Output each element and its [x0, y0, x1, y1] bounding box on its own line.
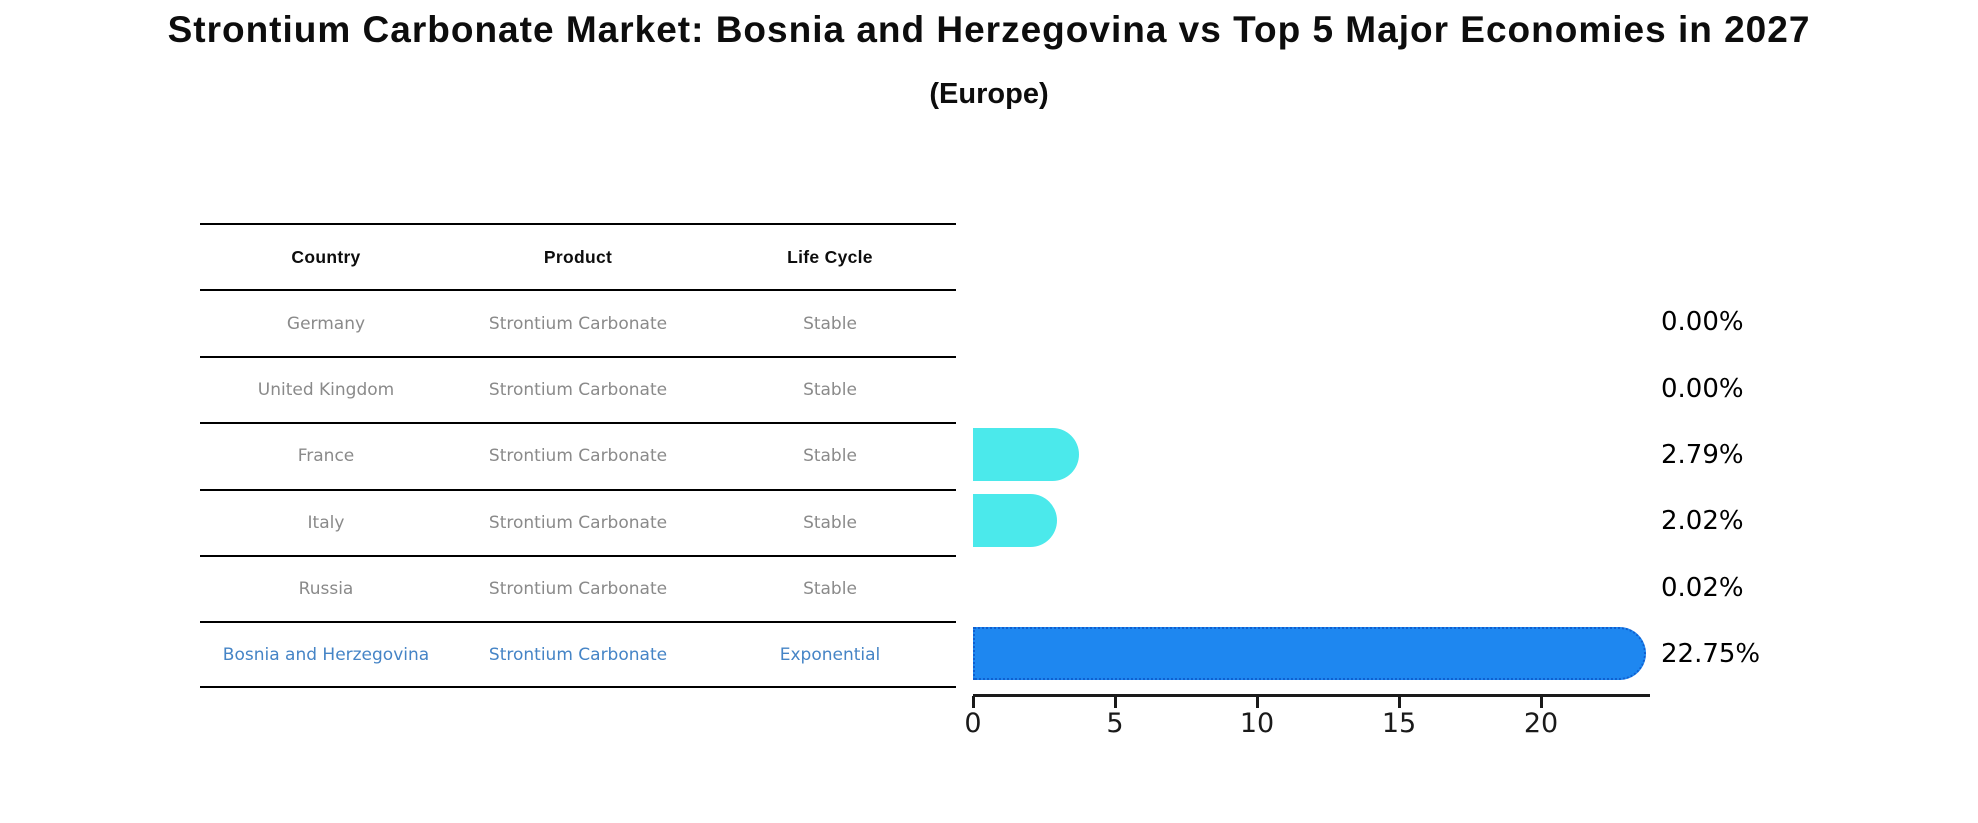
table-row: France Strontium Carbonate Stable [200, 422, 956, 488]
country-table: Country Product Life Cycle Germany Strontium… [200, 223, 956, 688]
table-cell-country: Italy [307, 512, 345, 533]
table-row: Russia Strontium Carbonate Stable [200, 554, 956, 621]
bar [973, 494, 1057, 548]
table-header-cell: Life Cycle [787, 246, 873, 267]
table-cell-product: Strontium Carbonate [488, 313, 668, 334]
table-cell-country: Germany [286, 313, 366, 334]
x-axis-tick-label: 20 [1523, 708, 1559, 739]
table-cell-life-cycle: Stable [803, 313, 857, 334]
x-axis-tick-label: 5 [1106, 708, 1124, 739]
value-label: 2.79% [1661, 439, 1744, 470]
x-axis-tick-label: 10 [1239, 708, 1275, 739]
table-cell-life-cycle: Stable [803, 379, 857, 400]
table-row: Bosnia and Herzegovina Strontium Carbonat… [200, 621, 956, 688]
table-header-cell: Product [543, 246, 613, 267]
bar [973, 427, 1079, 481]
table-row: United Kingdom Strontium Carbonate Stable [200, 355, 956, 422]
x-axis-tick [1114, 696, 1117, 708]
x-axis-tick [1256, 696, 1259, 708]
x-axis-line [973, 694, 1650, 697]
table-cell-country: United Kingdom [257, 379, 395, 400]
table-cell-country: Russia [298, 579, 354, 600]
value-label: 0.00% [1661, 307, 1744, 338]
bar [973, 627, 1646, 681]
table-cell-product: Strontium Carbonate [488, 644, 668, 665]
table-row: Italy Strontium Carbonate Stable [200, 488, 956, 555]
x-axis-tick [1398, 696, 1401, 708]
table-cell-country: France [297, 446, 355, 467]
table-header-cell: Country [291, 246, 361, 267]
x-axis-tick [972, 696, 975, 708]
table-cell-country: Bosnia and Herzegovina [222, 644, 430, 665]
value-label: 22.75% [1661, 639, 1761, 670]
table-header-row: Country Product Life Cycle [200, 223, 956, 289]
table-row: Germany Strontium Carbonate Stable [200, 289, 956, 355]
chart-subtitle: (Europe) [929, 78, 1049, 110]
table-cell-product: Strontium Carbonate [488, 379, 668, 400]
x-axis-tick [1540, 696, 1543, 708]
table-cell-life-cycle: Stable [803, 579, 857, 600]
value-label: 0.00% [1661, 373, 1744, 404]
table-cell-product: Strontium Carbonate [488, 446, 668, 467]
table-cell-life-cycle: Stable [803, 512, 857, 533]
value-label: 2.02% [1661, 506, 1744, 537]
value-label: 0.02% [1661, 572, 1744, 603]
table-cell-product: Strontium Carbonate [488, 512, 668, 533]
x-axis-tick-label: 15 [1381, 708, 1417, 739]
table-cell-life-cycle: Exponential [779, 644, 881, 665]
table-cell-life-cycle: Stable [803, 446, 857, 467]
chart-title: Strontium Carbonate Market: Bosnia and H… [167, 9, 1811, 50]
table-cell-product: Strontium Carbonate [488, 579, 668, 600]
x-axis-tick-label: 0 [964, 708, 982, 739]
